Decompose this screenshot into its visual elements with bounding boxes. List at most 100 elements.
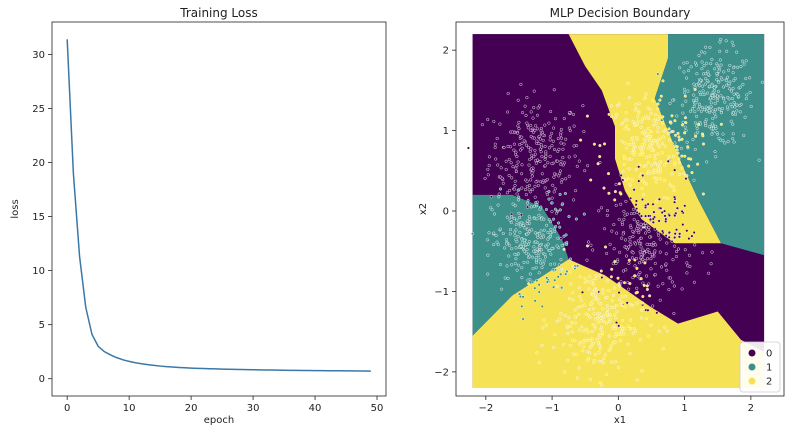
- sample-point-class-2: [654, 168, 658, 173]
- sample-point-class-1: [486, 238, 490, 242]
- sample-point-class-1: [527, 215, 531, 219]
- sample-point-class-2: [651, 123, 656, 127]
- sample-point-class-1: [506, 276, 510, 280]
- sample-point-class-2: [630, 150, 634, 154]
- sample-point-class-0: [561, 147, 565, 151]
- sample-point-class-0: [675, 206, 679, 210]
- sample-point-class-0: [676, 247, 681, 251]
- sample-point-class-1: [718, 108, 722, 112]
- sample-point-class-2: [630, 178, 634, 182]
- sample-point-class-0: [562, 142, 566, 146]
- legend: 0 1 2: [739, 341, 781, 393]
- sample-point-class-1: [714, 155, 718, 159]
- sample-point-class-2: [640, 369, 644, 373]
- sample-point-class-0: [506, 144, 510, 148]
- sample-point-class-2: [577, 312, 581, 316]
- sample-point-class-0: [667, 230, 671, 234]
- sample-point-class-2: [615, 112, 619, 116]
- sample-point-class-0: [532, 136, 537, 140]
- sample-point-class-1: [560, 286, 564, 290]
- sample-point-class-2: [622, 332, 626, 336]
- sample-point-class-0: [559, 127, 563, 131]
- sample-point-class-2: [643, 129, 647, 133]
- sample-point-class-0: [553, 187, 557, 191]
- sample-point-class-0: [501, 181, 505, 185]
- sample-point-class-1: [563, 242, 567, 246]
- sample-point-class-2: [578, 342, 582, 346]
- sample-point-class-2: [591, 307, 596, 311]
- sample-point-class-0: [516, 160, 520, 164]
- sample-point-class-0: [621, 269, 625, 273]
- sample-point-class-1: [521, 317, 525, 321]
- sample-point-class-2: [605, 304, 609, 308]
- sample-point-class-0: [533, 152, 537, 156]
- sample-point-class-2: [605, 372, 609, 377]
- sample-point-class-2: [613, 313, 617, 317]
- sample-point-class-0: [492, 119, 496, 124]
- sample-point-class-0: [591, 248, 595, 252]
- sample-point-class-0: [610, 229, 614, 233]
- sample-point-class-0: [624, 268, 628, 272]
- sample-point-class-2: [657, 171, 661, 175]
- sample-point-class-2: [663, 144, 667, 148]
- sample-point-class-1: [713, 67, 717, 71]
- sample-point-class-2: [627, 167, 631, 171]
- sample-point-class-0: [655, 311, 659, 315]
- sample-point-class-2: [570, 330, 574, 334]
- sample-point-class-0: [646, 228, 650, 232]
- sample-point-class-2: [641, 146, 645, 150]
- sample-point-class-1: [556, 221, 561, 225]
- sample-point-class-0: [535, 113, 540, 117]
- sample-point-class-0: [657, 197, 661, 201]
- sample-point-class-0: [552, 190, 556, 194]
- sample-point-class-1: [533, 299, 537, 303]
- sample-point-class-0: [631, 207, 636, 211]
- sample-point-class-0: [637, 212, 641, 216]
- x-tick-label: −1: [545, 403, 560, 414]
- sample-point-class-1: [567, 214, 571, 219]
- sample-point-class-1: [732, 140, 736, 144]
- sample-point-class-1: [695, 114, 699, 118]
- sample-point-class-1: [553, 227, 557, 231]
- sample-point-class-1: [486, 253, 490, 257]
- sample-point-class-1: [537, 283, 541, 287]
- sample-point-class-0: [555, 159, 559, 163]
- sample-point-class-1: [743, 115, 747, 119]
- sample-point-class-1: [713, 101, 717, 105]
- sample-point-class-2: [660, 121, 664, 125]
- sample-point-class-1: [715, 131, 719, 135]
- sample-point-class-0: [644, 214, 648, 218]
- sample-point-class-1: [731, 71, 735, 75]
- sample-point-class-2: [623, 126, 627, 130]
- sample-point-class-1: [696, 130, 700, 134]
- sample-point-class-2: [701, 134, 705, 138]
- sample-point-class-0: [519, 148, 523, 152]
- sample-point-class-1: [726, 140, 730, 144]
- sample-point-class-0: [629, 212, 634, 216]
- sample-point-class-1: [685, 61, 689, 65]
- sample-point-class-2: [588, 338, 592, 343]
- sample-point-class-2: [677, 157, 681, 161]
- sample-point-class-1: [535, 233, 539, 237]
- sample-point-class-1: [741, 82, 745, 86]
- sample-point-class-2: [642, 181, 647, 185]
- sample-point-class-0: [624, 245, 628, 249]
- sample-point-class-1: [735, 50, 739, 54]
- sample-point-class-2: [625, 146, 629, 150]
- sample-point-class-2: [676, 131, 680, 135]
- sample-point-class-1: [508, 228, 513, 232]
- sample-point-class-2: [562, 247, 566, 251]
- sample-point-class-1: [555, 244, 559, 248]
- sample-point-class-0: [529, 123, 533, 127]
- region-class-2-bottom: [472, 259, 765, 388]
- sample-point-class-1: [726, 68, 731, 72]
- x-tick-label: 20: [185, 403, 198, 414]
- sample-point-class-0: [514, 152, 518, 156]
- sample-point-class-1: [682, 70, 686, 74]
- sample-point-class-1: [541, 262, 545, 266]
- sample-point-class-1: [675, 114, 679, 118]
- sample-point-class-2: [619, 330, 623, 334]
- sample-point-class-2: [585, 349, 589, 354]
- sample-point-class-1: [526, 278, 530, 282]
- sample-point-class-1: [503, 276, 507, 280]
